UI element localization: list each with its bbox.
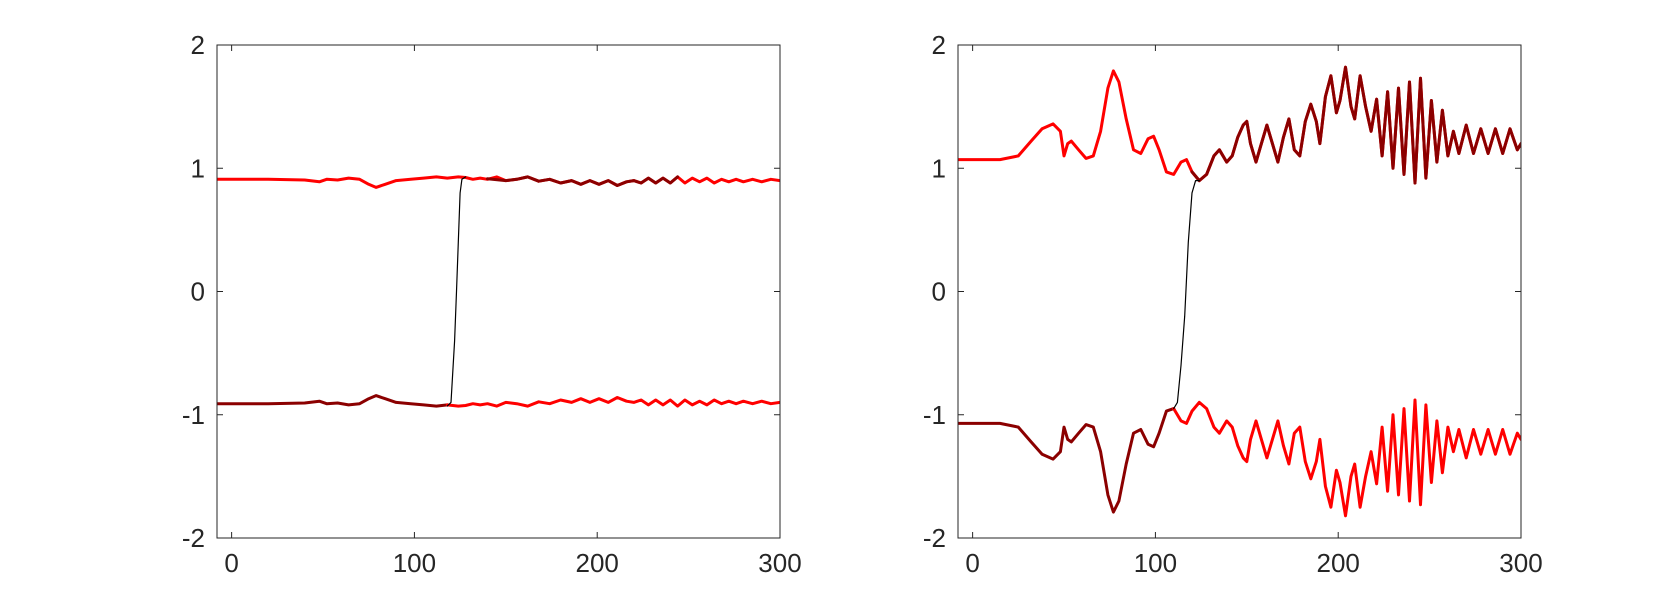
- y-tick-label: 2: [932, 30, 946, 60]
- series-line-link: [1173, 180, 1200, 410]
- y-tick-label: 1: [932, 153, 946, 183]
- series-line-link: [446, 176, 467, 407]
- x-tick-label: 300: [1499, 548, 1542, 578]
- y-tick-label: 2: [191, 30, 205, 60]
- series-line-dark: [1190, 65, 1521, 185]
- y-tick-label: 1: [191, 153, 205, 183]
- x-tick-label: 100: [393, 548, 436, 578]
- series-line-bright: [445, 396, 780, 408]
- x-tick-label: 0: [965, 548, 979, 578]
- series-group: [958, 65, 1521, 518]
- left-chart-panel: 0 100 200 300 -2 -1 0 1 2: [182, 30, 802, 578]
- x-tick-label: 100: [1134, 548, 1177, 578]
- x-tick-label: 0: [224, 548, 238, 578]
- y-tick-label: -1: [923, 400, 946, 430]
- y-tick-label: -2: [923, 523, 946, 553]
- right-chart-panel: 0 100 200 300 -2 -1 0 1 2: [923, 30, 1543, 578]
- x-tick-label: 200: [576, 548, 619, 578]
- x-tick-label: 300: [758, 548, 801, 578]
- series-line-dark: [486, 175, 680, 187]
- y-tick-label: 0: [191, 277, 205, 307]
- y-tick-label: -2: [182, 523, 205, 553]
- series-line-dark: [958, 407, 1176, 514]
- y-tick-label: -1: [182, 400, 205, 430]
- series-line-dark: [217, 394, 449, 408]
- x-tick-label: 200: [1317, 548, 1360, 578]
- series-line-bright: [1172, 398, 1521, 518]
- y-tick-label: 0: [932, 277, 946, 307]
- series-group: [217, 175, 780, 408]
